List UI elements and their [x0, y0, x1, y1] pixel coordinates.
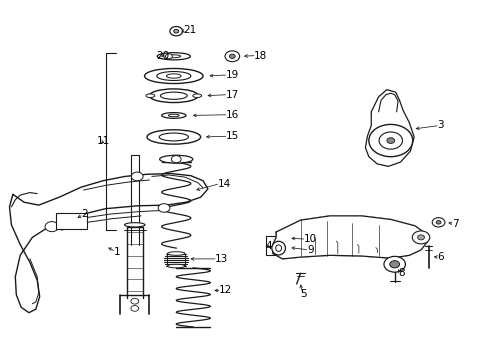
Circle shape	[368, 125, 412, 157]
Text: 15: 15	[225, 131, 239, 141]
Text: 8: 8	[397, 268, 404, 278]
Text: 7: 7	[451, 219, 457, 229]
Ellipse shape	[168, 114, 179, 117]
Circle shape	[229, 54, 235, 58]
Text: 16: 16	[225, 110, 239, 120]
Text: 4: 4	[264, 241, 271, 251]
Ellipse shape	[160, 92, 187, 99]
Text: 1: 1	[114, 247, 120, 257]
Circle shape	[431, 218, 444, 227]
Ellipse shape	[166, 74, 181, 78]
Text: 14: 14	[217, 179, 230, 189]
Polygon shape	[272, 216, 427, 259]
Circle shape	[169, 27, 182, 36]
Ellipse shape	[192, 94, 201, 98]
Ellipse shape	[167, 252, 184, 255]
Ellipse shape	[167, 264, 184, 268]
Ellipse shape	[275, 245, 281, 251]
Circle shape	[378, 132, 402, 149]
Text: 9: 9	[306, 245, 313, 255]
Circle shape	[45, 222, 59, 231]
Text: 5: 5	[300, 289, 306, 299]
Circle shape	[435, 221, 440, 224]
Ellipse shape	[161, 113, 185, 118]
Circle shape	[383, 256, 405, 272]
Text: 12: 12	[219, 285, 232, 296]
Circle shape	[224, 51, 239, 62]
Ellipse shape	[146, 94, 155, 98]
Ellipse shape	[159, 155, 192, 163]
Circle shape	[386, 138, 394, 143]
Text: 13: 13	[215, 254, 228, 264]
Ellipse shape	[157, 53, 190, 60]
Circle shape	[389, 261, 399, 268]
Text: 17: 17	[225, 90, 239, 100]
Ellipse shape	[166, 55, 180, 58]
FancyBboxPatch shape	[56, 213, 86, 229]
Circle shape	[417, 235, 424, 240]
Text: 3: 3	[436, 121, 443, 130]
Text: 2: 2	[81, 210, 87, 220]
Circle shape	[165, 54, 172, 59]
Ellipse shape	[124, 223, 145, 227]
Circle shape	[173, 30, 178, 33]
Text: 18: 18	[254, 50, 267, 60]
Ellipse shape	[157, 72, 190, 81]
Text: 20: 20	[157, 50, 169, 60]
Circle shape	[411, 231, 429, 244]
Ellipse shape	[149, 89, 198, 103]
Text: 11: 11	[97, 136, 110, 145]
Ellipse shape	[271, 241, 285, 255]
Text: 21: 21	[183, 25, 196, 35]
Text: 19: 19	[225, 70, 239, 80]
Ellipse shape	[144, 68, 203, 84]
Circle shape	[158, 204, 169, 212]
Text: 10: 10	[304, 234, 316, 244]
Ellipse shape	[147, 130, 200, 144]
Ellipse shape	[159, 133, 188, 141]
Circle shape	[131, 172, 143, 181]
Text: 6: 6	[437, 252, 443, 262]
